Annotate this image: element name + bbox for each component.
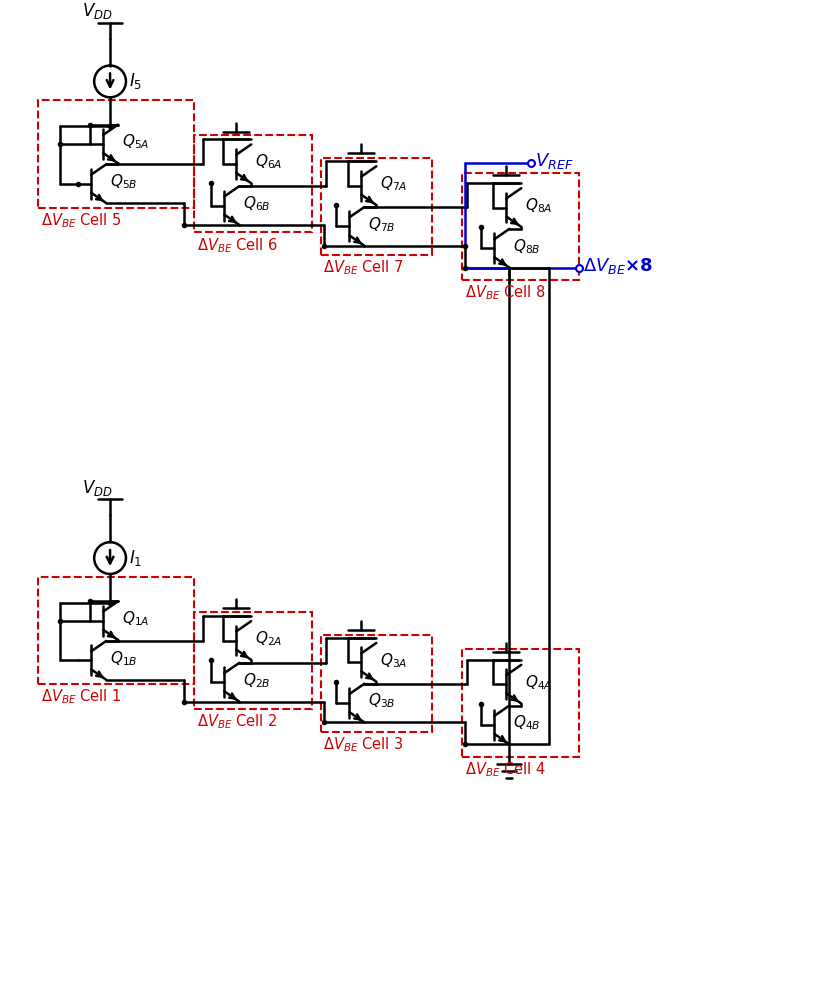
Text: $Q_{1B}$: $Q_{1B}$ <box>110 649 138 668</box>
Text: $I_5$: $I_5$ <box>129 71 142 91</box>
Text: $V_{DD}$: $V_{DD}$ <box>82 478 113 498</box>
Text: $V_{DD}$: $V_{DD}$ <box>82 1 113 21</box>
Text: $\Delta V_{BE}$ Cell 5: $\Delta V_{BE}$ Cell 5 <box>41 211 121 230</box>
Text: $Q_{7A}$: $Q_{7A}$ <box>381 174 408 193</box>
Text: $Q_{6A}$: $Q_{6A}$ <box>255 152 283 171</box>
Text: $\Delta V_{BE}$ Cell 4: $\Delta V_{BE}$ Cell 4 <box>465 760 545 779</box>
Text: $Q_{7B}$: $Q_{7B}$ <box>368 215 396 234</box>
Text: $Q_{5B}$: $Q_{5B}$ <box>110 172 138 191</box>
Bar <box>320 158 432 255</box>
Bar <box>195 612 311 709</box>
Bar <box>461 649 579 757</box>
Bar <box>195 135 311 232</box>
Text: $Q_{5A}$: $Q_{5A}$ <box>122 133 149 151</box>
Bar <box>320 635 432 732</box>
Text: $Q_{4A}$: $Q_{4A}$ <box>525 673 553 692</box>
Text: $\Delta V_{BE}$×8: $\Delta V_{BE}$×8 <box>583 256 653 276</box>
Text: $Q_{3B}$: $Q_{3B}$ <box>368 692 396 710</box>
Text: $Q_{6B}$: $Q_{6B}$ <box>243 194 271 213</box>
Text: $\Delta V_{BE}$ Cell 2: $\Delta V_{BE}$ Cell 2 <box>197 713 278 731</box>
Text: $Q_{2A}$: $Q_{2A}$ <box>255 629 283 648</box>
Text: $\Delta V_{BE}$ Cell 3: $\Delta V_{BE}$ Cell 3 <box>323 735 403 754</box>
Text: $I_1$: $I_1$ <box>129 548 143 568</box>
Text: $\Delta V_{BE}$ Cell 1: $\Delta V_{BE}$ Cell 1 <box>41 688 121 706</box>
Text: $Q_{8B}$: $Q_{8B}$ <box>513 237 541 256</box>
Text: $Q_{4B}$: $Q_{4B}$ <box>513 714 541 732</box>
Text: $\Delta V_{BE}$ Cell 8: $\Delta V_{BE}$ Cell 8 <box>465 284 545 302</box>
Bar <box>461 173 579 280</box>
Text: $Q_{1A}$: $Q_{1A}$ <box>122 609 149 628</box>
Text: $\Delta V_{BE}$ Cell 6: $\Delta V_{BE}$ Cell 6 <box>197 236 279 255</box>
Bar <box>37 100 195 208</box>
Text: $V_{REF}$: $V_{REF}$ <box>535 151 574 171</box>
Text: $\Delta V_{BE}$ Cell 7: $\Delta V_{BE}$ Cell 7 <box>323 259 403 277</box>
Text: $Q_{2B}$: $Q_{2B}$ <box>243 671 271 690</box>
Bar <box>37 577 195 684</box>
Text: $Q_{8A}$: $Q_{8A}$ <box>525 196 553 215</box>
Text: $Q_{3A}$: $Q_{3A}$ <box>381 651 408 670</box>
